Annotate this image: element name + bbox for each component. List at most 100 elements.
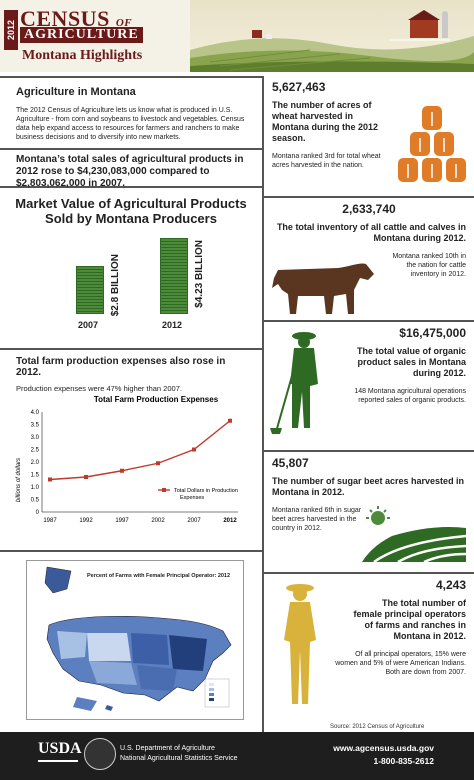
chart-data-point <box>48 477 52 482</box>
right-column: 5,627,463 The number of acres of wheat h… <box>264 76 474 714</box>
header-banner: 2012 CENSUS OF AGRICULTURE Montana Highl… <box>0 0 474 72</box>
expenses-section: Total farm production expenses also rose… <box>0 350 262 550</box>
chart-y-tick-label: 1.5 <box>31 473 40 479</box>
chart-y-tick-label: 1.0 <box>31 485 40 491</box>
phone-number: 1-800-835-2612 <box>373 756 435 766</box>
chart-y-axis-label: billions of dollars <box>16 458 22 502</box>
divider <box>264 320 474 322</box>
chart-x-tick-label: 2002 <box>151 518 165 524</box>
wheat-desc: The number of acres of wheat harvested i… <box>272 100 379 143</box>
expenses-title: Total farm production expenses also rose… <box>16 356 226 378</box>
contact-info: www.agcensus.usda.gov 1-800-835-2612 <box>333 742 434 768</box>
organic-desc: The total value of organic product sales… <box>356 346 466 378</box>
money-stack-2012 <box>160 238 188 314</box>
chart-y-tick-label: 0 <box>36 510 40 516</box>
organic-number: $16,475,000 <box>399 326 466 340</box>
census-title: CENSUS OF <box>20 6 132 32</box>
chart-y-tick-label: 4.0 <box>31 410 40 416</box>
intro-title: Agriculture in Montana <box>16 86 136 98</box>
female-farmer-icon <box>284 584 316 704</box>
wheat-note: Montana ranked 3rd for total wheat acres… <box>272 153 381 169</box>
divider <box>0 186 262 188</box>
dept-line-1: U.S. Department of Agriculture <box>120 745 215 752</box>
bar-year-2012: 2012 <box>162 320 183 330</box>
chart-x-tick-label: 2007 <box>187 518 201 524</box>
female-operator-number: 4,243 <box>435 578 466 592</box>
sugar-beet-number: 45,807 <box>272 456 309 470</box>
cattle-number: 2,633,740 <box>342 202 396 216</box>
usda-logo-underline <box>38 760 78 762</box>
chart-x-tick-label: 1987 <box>43 518 57 524</box>
expenses-line-chart: Total Farm Production Expenses billions … <box>16 395 238 524</box>
chart-x-tick-label: 1992 <box>79 518 93 524</box>
cattle-note: Montana ranked 10th in the nation for ca… <box>392 253 466 278</box>
female-operator-desc: The total number of female principal ope… <box>353 598 466 641</box>
chart-data-point <box>120 468 124 473</box>
wheat-sacks-icon <box>398 106 466 182</box>
divider <box>264 450 474 452</box>
sugar-beet-desc: The number of sugar beet acres harvested… <box>272 476 465 497</box>
field-sun-icon <box>362 506 466 562</box>
department-name: U.S. Department of Agriculture National … <box>120 744 238 764</box>
footer: USDA U.S. Department of Agriculture Nati… <box>0 732 474 780</box>
chart-y-tick-label: 3.5 <box>31 423 40 429</box>
chart-data-point <box>228 418 232 423</box>
divider <box>0 76 262 78</box>
divider <box>0 348 262 350</box>
sales-text: Montana’s total sales of agricultural pr… <box>16 154 244 189</box>
chart-title: Total Farm Production Expenses <box>94 395 219 404</box>
farmer-hoe-icon <box>270 332 318 434</box>
female-operator-note: Of all principal operators, 15% were wom… <box>335 651 466 676</box>
column-divider <box>262 76 264 736</box>
bar-year-2007: 2007 <box>78 320 99 330</box>
chart-y-tick-label: 0.5 <box>31 498 40 504</box>
wheat-number: 5,627,463 <box>272 80 326 94</box>
bar-label-2012: $4.23 BILLION <box>194 240 205 308</box>
market-value-title: Market Value of Agricultural Products So… <box>15 196 247 226</box>
agriculture-title: AGRICULTURE <box>20 27 143 43</box>
left-column: Agriculture in Montana The 2012 Census o… <box>0 76 262 552</box>
divider <box>264 196 474 198</box>
chart-series-line <box>49 420 231 481</box>
highlights-title: Montana Highlights <box>22 48 143 63</box>
farm-landscape-illustration <box>190 0 474 72</box>
us-map-illustration <box>44 566 232 711</box>
usda-logo: USDA <box>38 740 82 757</box>
chart-data-point <box>84 475 88 479</box>
chart-data-point <box>192 447 196 452</box>
female-operator-map: Percent of Farms with Female Principal O… <box>26 560 244 720</box>
legend-marker <box>162 488 166 492</box>
chart-y-tick-label: 3.0 <box>31 435 40 441</box>
organic-stat: $16,475,000 The total value of organic p… <box>264 322 474 450</box>
organic-note: 148 Montana agricultural operations repo… <box>354 388 466 404</box>
census-of: OF <box>115 17 133 29</box>
nass-seal-icon <box>84 738 116 770</box>
female-operator-stat: 4,243 The total number of female princip… <box>264 574 474 714</box>
sugar-beet-note: Montana ranked 6th in sugar beet acres h… <box>272 507 362 532</box>
cattle-stat: 2,633,740 The total inventory of all cat… <box>264 198 474 320</box>
website-link[interactable]: www.agcensus.usda.gov <box>333 743 434 753</box>
bar-label-2007: $2.8 BILLION <box>110 254 121 317</box>
legend-label: Total Dollars in Production Expenses <box>174 488 238 501</box>
dept-line-2: National Agricultural Statistics Service <box>120 755 238 762</box>
divider <box>264 572 474 574</box>
census-word: CENSUS <box>20 6 110 31</box>
money-stack-2007 <box>76 266 104 314</box>
chart-x-tick-label: 2012 <box>223 518 237 524</box>
map-title: Percent of Farms with Female Principal O… <box>87 573 231 579</box>
source-note: Source: 2012 Census of Agriculture <box>330 724 425 730</box>
chart-x-tick-label: 1997 <box>115 518 129 524</box>
expenses-subtitle: Production expenses were 47% higher than… <box>16 384 182 393</box>
wheat-stat: 5,627,463 The number of acres of wheat h… <box>264 76 474 196</box>
chart-data-point <box>156 461 160 466</box>
cattle-desc: The total inventory of all cattle and ca… <box>276 222 466 243</box>
sugar-beet-stat: 45,807 The number of sugar beet acres ha… <box>264 452 474 572</box>
market-value-section: Market Value of Agricultural Products So… <box>0 188 262 348</box>
divider <box>0 148 262 150</box>
cow-icon <box>272 263 374 314</box>
chart-y-tick-label: 2.0 <box>31 460 40 466</box>
intro-text: The 2012 Census of Agriculture lets us k… <box>16 107 245 141</box>
census-year: 2012 <box>4 10 18 50</box>
chart-y-tick-label: 2.5 <box>31 448 40 454</box>
divider <box>0 550 262 552</box>
